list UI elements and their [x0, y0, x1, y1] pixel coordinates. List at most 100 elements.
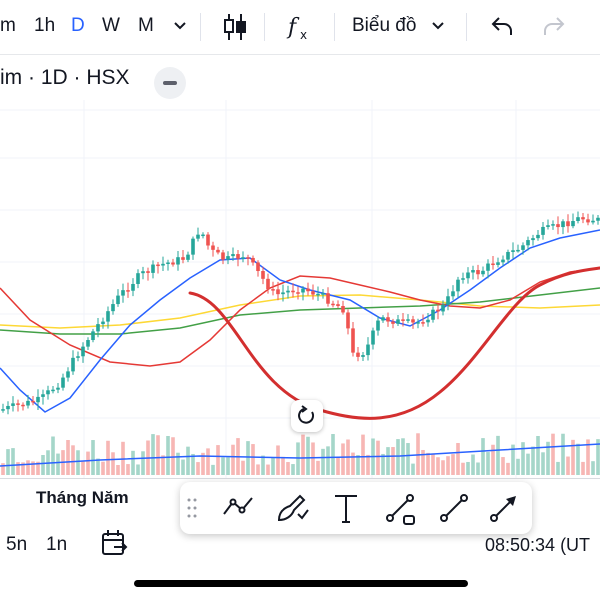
candle-body [181, 257, 185, 260]
text-tool-icon[interactable] [328, 490, 364, 526]
volume-bar [571, 439, 575, 475]
volume-bar [56, 453, 60, 475]
candle-body [566, 221, 570, 227]
candle-body [416, 322, 420, 324]
brush-tool-icon[interactable] [274, 490, 310, 526]
volume-bar [16, 462, 20, 475]
volume-bar [521, 442, 525, 475]
price-chart[interactable] [0, 100, 600, 478]
interval-day[interactable]: D [71, 15, 85, 36]
volume-bar [81, 461, 85, 475]
range-5-years[interactable]: 5n [6, 534, 28, 555]
volume-bar [96, 458, 100, 475]
candle-body [86, 340, 90, 347]
candle-body [531, 238, 535, 241]
chevron-down-icon[interactable] [430, 18, 446, 34]
chevron-down-icon[interactable] [172, 18, 188, 34]
candle-body [271, 289, 275, 291]
candle-body [481, 270, 485, 275]
redo-icon[interactable] [542, 15, 566, 37]
volume-bar [456, 443, 460, 475]
interval-week[interactable]: W [102, 15, 120, 36]
volume-bar [381, 453, 385, 475]
volume-bar [481, 438, 485, 475]
volume-bar [471, 454, 475, 475]
candle-body [146, 271, 150, 273]
candle-body [436, 309, 440, 312]
volume-bar [326, 446, 330, 475]
candle-body [186, 254, 190, 260]
volume-bar [526, 453, 530, 475]
volume-bar [576, 443, 580, 475]
indicators-fx-icon[interactable]: f x [286, 12, 314, 42]
volume-ma-line [0, 443, 600, 467]
candle-body [111, 304, 115, 312]
candle-body [331, 303, 335, 306]
ma-yellow-line [0, 294, 600, 329]
ma-red-line [0, 267, 600, 367]
svg-text:f: f [286, 15, 300, 40]
candle-body [126, 290, 130, 292]
volume-bar [281, 456, 285, 475]
volume-bar [406, 443, 410, 475]
volume-bar [441, 460, 445, 475]
arrow-tool-icon[interactable] [486, 490, 522, 526]
candle-body [571, 221, 575, 227]
volume-bar [581, 461, 585, 475]
trend-path-tool-icon[interactable] [220, 490, 256, 526]
candle-body [46, 390, 50, 395]
volume-bars [1, 433, 600, 475]
ma-blue-line [0, 229, 600, 413]
drag-handle-icon[interactable] [186, 496, 198, 520]
reset-chart-button[interactable] [291, 400, 323, 432]
volume-bar [591, 461, 595, 475]
candle-body [371, 330, 375, 345]
candle-body [396, 319, 400, 324]
volume-bar [486, 452, 490, 475]
volume-bar [476, 462, 480, 475]
candle-body [511, 250, 515, 252]
candle-body [366, 344, 370, 356]
volume-bar [431, 453, 435, 475]
drawing-toolbar [180, 482, 532, 534]
candle-body [596, 217, 600, 221]
candle-body [356, 352, 360, 357]
interval-month[interactable]: M [138, 15, 154, 36]
candle-body [156, 264, 160, 267]
range-1-year[interactable]: 1n [46, 534, 68, 555]
volume-bar [246, 441, 250, 475]
candle-body [11, 403, 15, 406]
line-tool-icon[interactable] [436, 490, 472, 526]
candle-body [306, 288, 310, 292]
volume-bar [436, 457, 440, 475]
candle-body [116, 295, 120, 305]
volume-bar [11, 448, 15, 475]
volume-bar [41, 455, 45, 475]
candle-body [386, 317, 390, 322]
calendar-goto-icon[interactable] [100, 528, 128, 558]
volume-bar [551, 433, 555, 475]
candlestick-icon[interactable] [222, 12, 248, 42]
undo-icon[interactable] [490, 15, 514, 37]
candle-body [581, 217, 585, 220]
volume-bar [491, 444, 495, 475]
volume-bar [91, 440, 95, 475]
collapse-legend-button[interactable] [154, 67, 186, 99]
candle-body [391, 321, 395, 324]
candle-body [141, 271, 145, 274]
interval-minute[interactable]: m [0, 15, 16, 36]
volume-bar [561, 433, 565, 475]
volume-bar [86, 451, 90, 475]
candle-body [421, 322, 425, 324]
candle-body [201, 234, 205, 237]
volume-bar [36, 461, 40, 475]
candle-body [476, 270, 480, 275]
chart-type-selector[interactable]: Biểu đồ [352, 15, 417, 36]
candle-body [56, 387, 60, 390]
volume-bar [161, 455, 165, 475]
volume-bar [31, 461, 35, 475]
interval-1h[interactable]: 1h [34, 15, 56, 36]
volume-bar [321, 448, 325, 475]
trend-line-tool-icon[interactable] [382, 490, 418, 526]
volume-bar [461, 462, 465, 475]
